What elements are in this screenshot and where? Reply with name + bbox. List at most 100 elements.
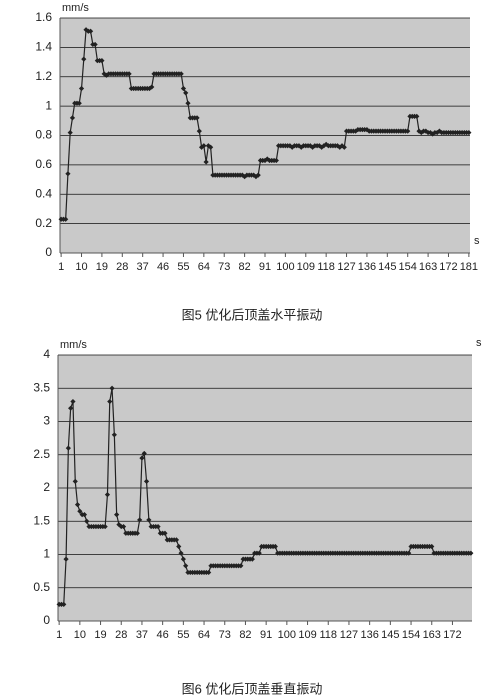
marker xyxy=(114,512,120,518)
marker xyxy=(87,28,94,34)
marker xyxy=(319,144,325,150)
y-tick-label: 0.2 xyxy=(35,216,52,230)
x-tick-label: 118 xyxy=(319,629,337,641)
marker xyxy=(341,144,347,150)
x-tick-label: 19 xyxy=(96,261,108,273)
x-tick-label: 55 xyxy=(177,629,189,641)
marker xyxy=(84,518,90,524)
x-tick-label: 154 xyxy=(402,629,420,641)
marker xyxy=(68,405,74,411)
x-tick-label: 1 xyxy=(56,629,62,641)
x-tick-label: 1 xyxy=(58,261,64,273)
x-tick-label: 28 xyxy=(115,629,127,641)
marker xyxy=(194,115,200,121)
x-tick-label: 37 xyxy=(137,261,149,273)
marker xyxy=(185,100,191,106)
x-tick-label: 163 xyxy=(423,629,441,641)
x-tick-label: 64 xyxy=(198,629,210,641)
marker xyxy=(111,432,117,438)
marker xyxy=(287,143,293,149)
x-tick-label: 82 xyxy=(239,629,251,641)
x-tick-label: 91 xyxy=(259,261,271,273)
y-tick-label: 2.5 xyxy=(33,447,50,461)
y-tick-label: 3.5 xyxy=(33,380,50,394)
marker xyxy=(434,129,440,136)
marker xyxy=(337,144,343,150)
x-tick-label: 127 xyxy=(340,629,358,641)
marker xyxy=(65,445,71,451)
x-tick-label: 37 xyxy=(136,629,148,641)
y-tick-label: 0.6 xyxy=(35,157,52,171)
marker xyxy=(203,159,209,165)
marker xyxy=(272,543,278,550)
marker xyxy=(430,131,436,137)
marker xyxy=(238,563,244,569)
marker xyxy=(206,569,212,576)
marker xyxy=(81,512,88,518)
x-tick-label: 73 xyxy=(218,261,230,273)
marker xyxy=(406,550,412,556)
marker xyxy=(139,455,145,461)
marker xyxy=(178,71,184,77)
y-tick-label: 0.4 xyxy=(35,186,52,200)
x-tick-label: 136 xyxy=(360,629,378,641)
x-tick-label: 82 xyxy=(238,261,250,273)
caption: 图5 优化后顶盖水平振动 xyxy=(182,307,323,322)
marker xyxy=(307,143,313,149)
marker xyxy=(69,115,76,121)
marker xyxy=(120,523,127,530)
marker xyxy=(126,71,132,77)
x-tick-label: 46 xyxy=(157,629,169,641)
x-tick-label: 28 xyxy=(116,261,128,273)
x-tick-label: 100 xyxy=(276,261,294,273)
marker xyxy=(176,543,182,550)
marker xyxy=(201,143,207,149)
x-unit: s xyxy=(474,235,480,247)
marker xyxy=(180,85,187,92)
marker xyxy=(309,144,316,150)
y-tick-label: 4 xyxy=(43,347,50,361)
marker xyxy=(196,128,202,134)
marker xyxy=(256,550,262,556)
marker xyxy=(249,556,255,562)
marker xyxy=(255,172,261,178)
marker xyxy=(414,113,420,120)
marker xyxy=(273,157,279,164)
y-tick-label: 1.2 xyxy=(35,69,52,83)
x-tick-label: 136 xyxy=(358,261,376,273)
x-tick-label: 127 xyxy=(337,261,355,273)
x-tick-label: 73 xyxy=(219,629,231,641)
y-unit: mm/s xyxy=(62,2,89,14)
marker xyxy=(74,502,81,508)
marker xyxy=(137,517,143,523)
y-tick-label: 1 xyxy=(45,98,52,112)
marker xyxy=(149,84,155,90)
marker xyxy=(63,216,69,222)
x-tick-label: 145 xyxy=(378,261,396,273)
x-tick-label: 46 xyxy=(157,261,169,273)
x-tick-label: 10 xyxy=(74,629,86,641)
x-tick-label: 10 xyxy=(75,261,87,273)
marker xyxy=(405,128,411,134)
marker xyxy=(76,100,82,106)
y-tick-label: 1.4 xyxy=(35,40,52,54)
marker xyxy=(67,129,73,136)
marker xyxy=(251,172,257,178)
x-tick-label: 64 xyxy=(198,261,210,273)
marker xyxy=(334,143,341,149)
x-tick-label: 181 xyxy=(460,261,478,273)
y-tick-label: 0 xyxy=(45,245,52,259)
marker xyxy=(72,478,78,484)
marker xyxy=(155,523,161,530)
y-tick-label: 1.6 xyxy=(35,10,52,24)
marker xyxy=(253,174,259,180)
marker xyxy=(183,563,189,569)
y-tick-label: 1.5 xyxy=(33,513,50,527)
marker xyxy=(143,478,150,484)
x-tick-label: 118 xyxy=(317,261,335,273)
y-tick-label: 1 xyxy=(43,547,50,561)
y-tick-label: 2 xyxy=(43,480,50,494)
marker xyxy=(102,523,108,530)
marker xyxy=(104,492,111,498)
